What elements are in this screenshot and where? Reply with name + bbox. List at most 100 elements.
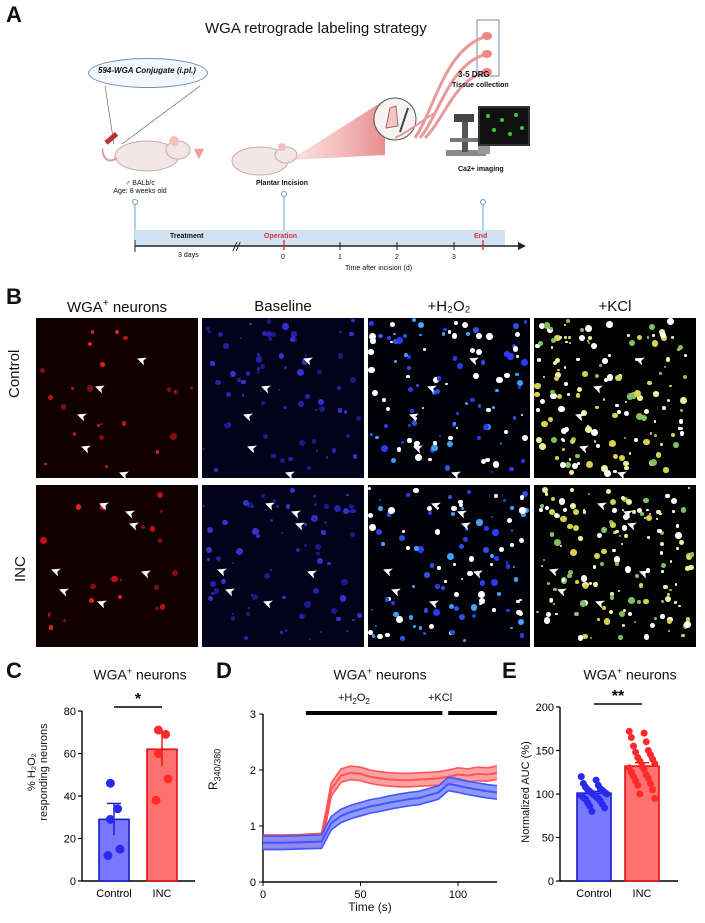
cell-dot (257, 367, 261, 371)
cell-dot (421, 407, 424, 410)
cell-dot (643, 598, 649, 605)
cell-dot (47, 612, 51, 616)
neuron-arrow-icon: ➤ (553, 582, 570, 601)
timeline-axis-label: Time after incision (d) (345, 265, 413, 272)
cell-dot (416, 384, 420, 387)
data-point (625, 727, 633, 735)
neuron-arrow-icon: ➤ (379, 562, 396, 581)
cell-dot (574, 611, 579, 617)
cell-dot (578, 536, 583, 541)
cell-dot (223, 343, 230, 350)
cell-dot (376, 633, 383, 640)
paw-incision-icon (373, 97, 417, 141)
cell-dot (560, 545, 563, 548)
neuron-arrow-icon: ➤ (469, 564, 486, 583)
cell-dot (429, 563, 435, 568)
cell-dot (467, 570, 473, 577)
micrograph-control-wga: ➤ ➤ ➤ ➤ ➤ (36, 318, 198, 478)
down-arrow-icon: ▼ (190, 143, 208, 163)
cell-dot (330, 607, 337, 614)
timeline (132, 191, 526, 252)
cell-dot (667, 592, 671, 596)
cell-dot (431, 390, 437, 395)
cell-dot (370, 338, 376, 344)
cell-dot (422, 348, 426, 352)
cell-dot (408, 424, 411, 428)
cell-dot (412, 318, 417, 322)
cell-dot (625, 498, 633, 506)
data-point (105, 778, 115, 788)
cell-dot (650, 458, 658, 466)
y-tick-label: 40 (64, 791, 76, 803)
cell-dot (520, 512, 526, 518)
cell-dot (303, 601, 311, 608)
cell-dot (543, 322, 551, 330)
cell-dot (338, 408, 343, 413)
cell-dot (40, 537, 48, 545)
cell-dot (226, 426, 229, 429)
cell-dot (299, 613, 305, 620)
cell-dot (623, 460, 629, 466)
cell-dot (346, 629, 350, 633)
cell-dot (451, 333, 458, 339)
cell-dot (502, 498, 506, 502)
cell-dot (659, 442, 663, 447)
data-point (115, 844, 125, 854)
drg-label: 3-5 DRG (458, 70, 490, 79)
cell-dot (553, 538, 561, 546)
cell-dot (202, 505, 205, 508)
cell-dot (544, 492, 548, 496)
cell-dot (648, 323, 655, 330)
cell-dot (206, 327, 210, 331)
cell-dot (222, 519, 228, 526)
cell-dot (406, 545, 411, 550)
cell-dot (473, 327, 479, 333)
cell-dot (548, 509, 555, 516)
micrograph-inc-wga: ➤ ➤ ➤ ➤ ➤ ➤ ➤ (36, 485, 198, 647)
cell-dot (661, 406, 667, 411)
cell-dot (675, 524, 680, 528)
cell-dot (339, 330, 342, 334)
cell-dot (612, 413, 618, 419)
cell-dot (387, 336, 391, 340)
data-point (588, 807, 596, 815)
cell-dot (611, 507, 618, 514)
cell-dot (539, 398, 545, 404)
cell-dot (599, 363, 603, 367)
panel-d-ylabel-text: R (206, 781, 220, 790)
cell-dot (570, 439, 576, 445)
cell-dot (509, 466, 514, 472)
data-point (651, 794, 659, 802)
neuron-arrow-icon: ➤ (125, 516, 142, 535)
cell-dot (534, 382, 542, 390)
y-tick-label: 80 (64, 706, 76, 718)
cell-dot (72, 432, 77, 436)
cell-dot (250, 412, 253, 415)
cell-dot (617, 589, 621, 593)
cell-dot (607, 353, 612, 358)
cell-dot (306, 465, 311, 471)
cell-dot (284, 629, 288, 632)
cell-dot (246, 612, 251, 617)
cell-dot (449, 630, 455, 635)
cell-dot (491, 515, 494, 518)
cell-dot (553, 602, 556, 606)
cell-dot (396, 447, 402, 453)
cell-dot (206, 526, 214, 534)
cell-dot (480, 459, 487, 465)
cell-dot (519, 598, 522, 602)
cell-dot (283, 405, 287, 409)
cell-dot (216, 555, 222, 561)
cell-dot (621, 542, 624, 545)
series-1-line (263, 782, 498, 844)
x-tick-label: 50 (354, 889, 366, 901)
cell-dot (390, 600, 396, 606)
cell-dot (275, 504, 280, 509)
monitor-icon (478, 106, 530, 146)
micrograph-control-h2o2: ➤ ➤ ➤ ➤ ➤ (368, 318, 530, 478)
cell-dot (259, 389, 262, 393)
cell-dot (580, 410, 587, 417)
cell-dot (547, 417, 553, 422)
cell-dot (410, 409, 415, 413)
column-title-h2o2: +H₂O₂ (427, 298, 471, 315)
